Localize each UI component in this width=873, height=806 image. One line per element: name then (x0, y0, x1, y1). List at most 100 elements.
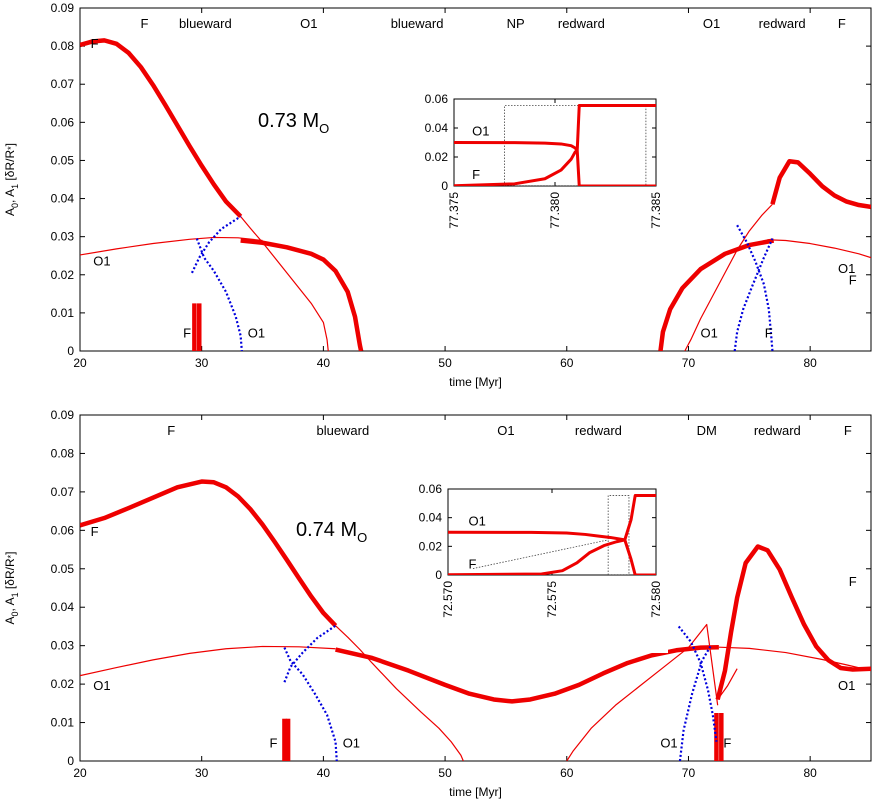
chart-panel-1: 20 30 40 50 60 70 8000.010.020.030.040.050.060… (3, 1, 872, 389)
series-line-thick (80, 479, 338, 628)
inset-y-tick-label: 0.06 (419, 482, 443, 496)
y-tick-label: 0.05 (51, 153, 75, 167)
y-tick-label: 0.01 (51, 716, 75, 730)
mode-label: F (91, 36, 99, 51)
y-tick-label: 0.04 (51, 192, 75, 206)
phase-annotation: blueward (391, 16, 444, 31)
mode-label: O1 (93, 253, 110, 268)
phase-annotation: blueward (179, 16, 232, 31)
mode-label: F (183, 326, 191, 341)
y-tick-label: 0.07 (51, 485, 75, 499)
inset-series-line (623, 493, 656, 541)
x-axis-title: time [Myr] (449, 785, 502, 799)
mode-label: F (849, 574, 857, 589)
series-line-thick (240, 238, 364, 351)
x-tick-label: 40 (317, 766, 331, 780)
inset-mode-label: O1 (468, 513, 485, 528)
mode-label: O1 (343, 736, 360, 751)
inset-y-tick-label: 0 (435, 568, 442, 582)
inset-series-line (575, 104, 656, 151)
mass-label: 0.74 MO (296, 519, 367, 545)
phase-annotation: O1 (497, 423, 514, 438)
x-tick-label: 80 (803, 766, 817, 780)
mode-label: F (91, 524, 99, 539)
series-line-thin (767, 239, 871, 259)
inset-series-line (448, 538, 626, 575)
y-tick-label: 0.03 (51, 230, 75, 244)
phase-annotation: F (844, 423, 852, 438)
series-line-thin (240, 216, 329, 351)
mode-label: O1 (248, 326, 265, 341)
x-tick-label: 20 (73, 356, 87, 370)
x-tick-label: 80 (803, 356, 817, 370)
inset-series-line (575, 150, 656, 186)
mass-label: 0.73 MO (258, 110, 329, 136)
inset-mode-label: F (468, 556, 476, 571)
mode-label: F (849, 272, 857, 287)
phase-annotation: O1 (703, 16, 720, 31)
mode-label: F (723, 736, 731, 751)
y-tick-label: 0.02 (51, 677, 75, 691)
inset-x-tick-label: 77.380 (548, 192, 562, 229)
y-tick-label: 0.06 (51, 115, 75, 129)
series-line-thick (715, 544, 871, 701)
y-tick-label: 0.08 (51, 39, 75, 53)
inset-series-line (623, 539, 656, 575)
series-line-thin (718, 646, 871, 672)
inset-chart: 0 0.02 0.04 0.06 72.570 72.575 72.580 O1 F (386, 479, 668, 653)
y-tick-label: 0 (67, 344, 74, 358)
inset-y-tick-label: 0.04 (419, 511, 443, 525)
inset-y-tick-label: 0.02 (419, 539, 443, 553)
phase-annotation: F (838, 16, 846, 31)
series-line-dotted (190, 215, 242, 274)
inset-y-tick-label: 0.06 (425, 92, 449, 106)
phase-annotation: F (141, 16, 149, 31)
x-tick-label: 20 (73, 766, 87, 780)
inset-series-line (454, 149, 579, 186)
y-axis-title: A0, A1 [δR/R*] (3, 552, 20, 625)
x-tick-label: 70 (682, 766, 696, 780)
series-line-dotted (678, 645, 712, 761)
inset-y-tick-label: 0.02 (425, 150, 449, 164)
series-line-thick (80, 38, 243, 219)
series-group (80, 38, 871, 351)
inset-series-group (448, 493, 656, 575)
y-axis-title: A0, A1 [δR/R*] (3, 143, 20, 216)
series-line-thin (684, 203, 773, 351)
phase-annotation: O1 (300, 16, 317, 31)
mode-label: O1 (838, 678, 855, 693)
y-tick-label: 0 (67, 754, 74, 768)
y-tick-label: 0.07 (51, 77, 75, 91)
series-line-thick (658, 238, 775, 351)
phase-annotation: redward (575, 423, 622, 438)
inset-x-tick-label: 72.580 (649, 581, 663, 618)
x-tick-label: 30 (195, 766, 209, 780)
phase-annotation: redward (754, 423, 801, 438)
series-line-thick (770, 158, 871, 210)
y-tick-label: 0.01 (51, 306, 75, 320)
x-tick-label: 50 (438, 766, 452, 780)
x-tick-label: 60 (560, 766, 574, 780)
inset-x-tick-label: 77.375 (447, 192, 461, 229)
y-tick-label: 0.05 (51, 562, 75, 576)
inset-dotted-guide (472, 539, 609, 569)
inset-chart: 0 0.02 0.04 0.06 77.375 77.380 77.385 O1 F (392, 89, 668, 264)
x-tick-label: 50 (438, 356, 452, 370)
inset-y-tick-label: 0 (441, 179, 448, 193)
y-tick-label: 0.06 (51, 523, 75, 537)
series-line-dotted (733, 238, 774, 351)
series-line-thin (80, 645, 336, 677)
x-axis-title: time [Myr] (449, 375, 502, 389)
series-line-thick (335, 644, 719, 704)
series-line-dotted (283, 624, 337, 683)
mode-label: O1 (660, 736, 677, 751)
mode-label: O1 (700, 326, 717, 341)
y-tick-label: 0.08 (51, 446, 75, 460)
phase-annotation: redward (759, 16, 806, 31)
series-line-thin (335, 625, 464, 761)
inset-mode-label: F (472, 167, 480, 182)
x-tick-label: 70 (682, 356, 696, 370)
plot-frame (79, 414, 872, 762)
y-tick-label: 0.02 (51, 268, 75, 282)
